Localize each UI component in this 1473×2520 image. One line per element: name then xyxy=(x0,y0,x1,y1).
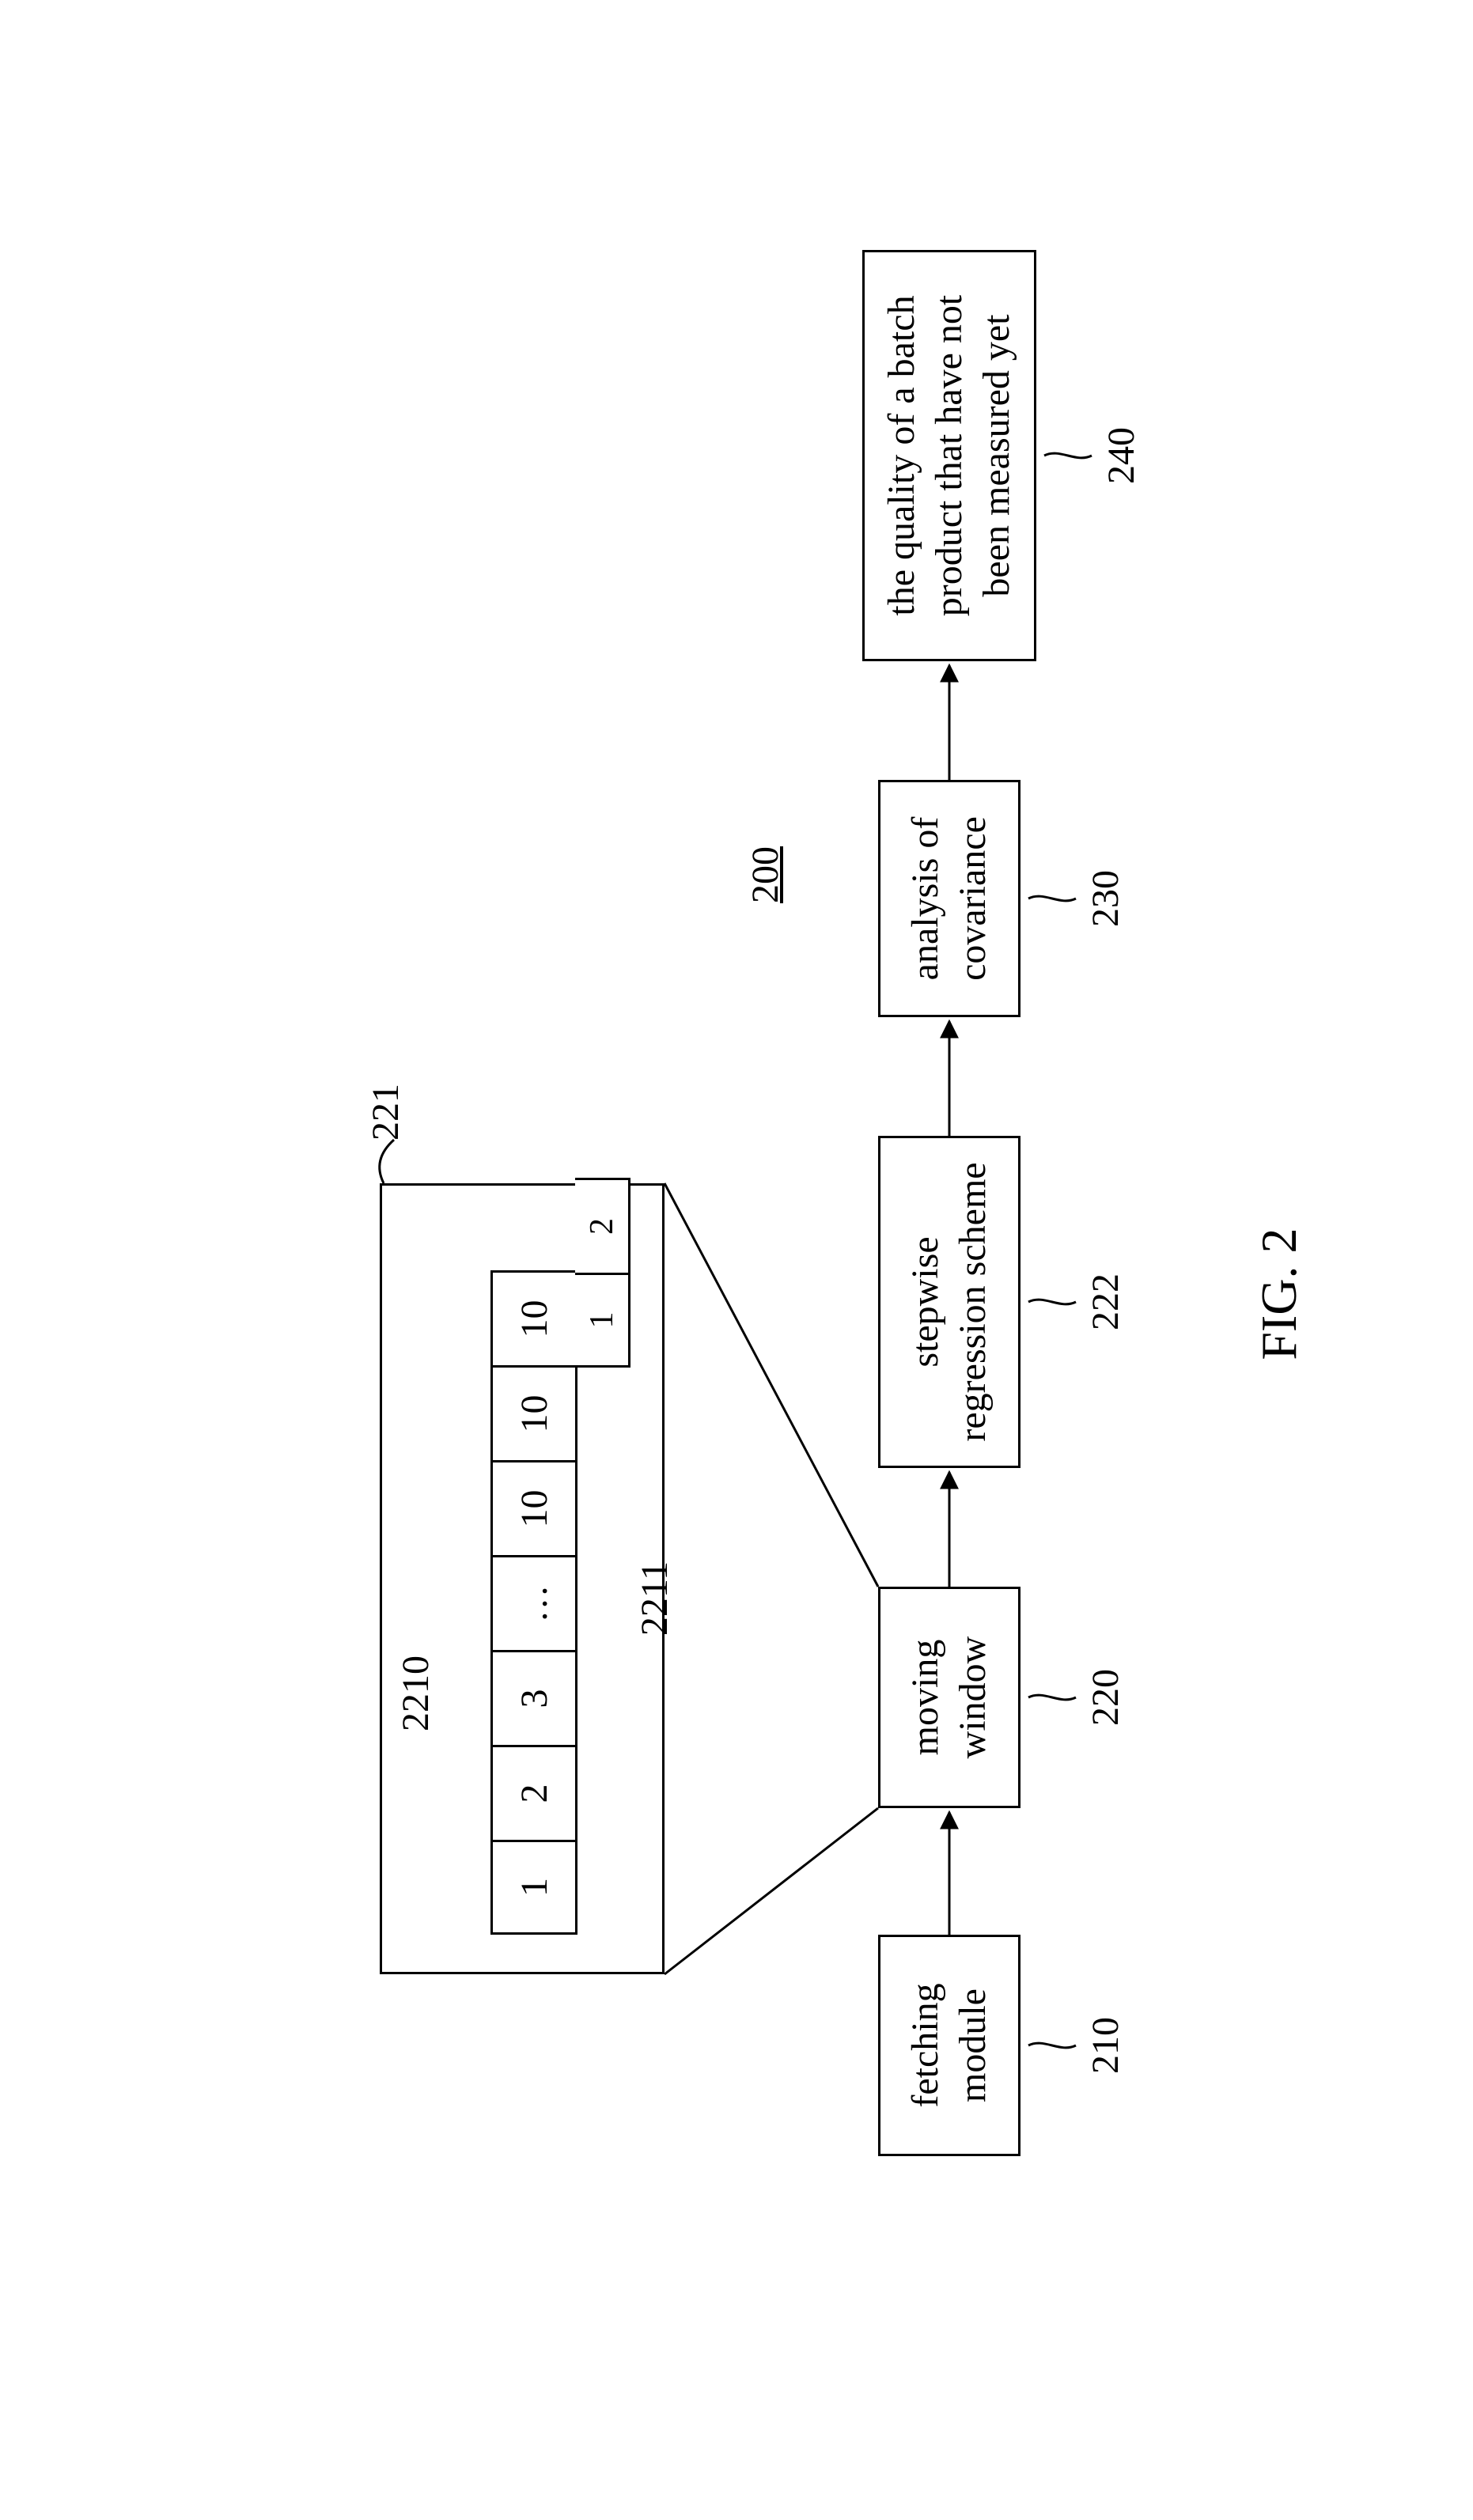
detail-extra-cell: 2 xyxy=(575,1178,630,1273)
ref-200-system: 200 xyxy=(744,835,787,914)
leadline-222 xyxy=(1028,1300,1076,1304)
ref-221: 221 xyxy=(364,1073,407,1152)
ref-2211: 2211 xyxy=(633,1551,676,1646)
detail-cell: 10 xyxy=(490,1365,577,1460)
figure-label: FIG. 2 xyxy=(1250,1175,1308,1413)
ref-210: 210 xyxy=(1084,2010,1127,2081)
detail-extra-cell: 1 xyxy=(575,1273,630,1368)
callout-line-right xyxy=(665,1183,878,1587)
detail-extra-cells-row: 1 2 xyxy=(575,1178,630,1368)
callout-line-left xyxy=(665,1808,878,1974)
block-analysis-of-covariance: analysis of covariance xyxy=(878,780,1020,1017)
leadline-240 xyxy=(1044,453,1092,458)
ref-222: 222 xyxy=(1084,1266,1127,1338)
detail-cell: 2 xyxy=(490,1745,577,1840)
detail-cell: 1 xyxy=(490,1840,577,1935)
ref-230: 230 xyxy=(1084,863,1127,934)
page: fetching module moving window stepwise r… xyxy=(0,0,1473,2520)
block-stepwise-regression: stepwise regression scheme xyxy=(878,1136,1020,1468)
detail-cell: 3 xyxy=(490,1650,577,1745)
leadline-230 xyxy=(1028,896,1076,901)
leadline-210 xyxy=(1028,2043,1076,2048)
leadline-220 xyxy=(1028,1695,1076,1700)
block-fetching-module: fetching module xyxy=(878,1935,1020,2156)
ref-220: 220 xyxy=(1084,1662,1127,1733)
block-output-quality: the quality of a batch product that have… xyxy=(862,250,1036,661)
detail-cells-row: 1 2 3 … 10 10 10 xyxy=(490,1270,577,1935)
diagram-stage: fetching module moving window stepwise r… xyxy=(0,0,1473,2520)
landscape-rotation-wrapper: fetching module moving window stepwise r… xyxy=(0,0,1473,2520)
ref-2210: 2210 xyxy=(394,1646,437,1741)
block-moving-window: moving window xyxy=(878,1587,1020,1808)
detail-cell: 10 xyxy=(490,1270,577,1365)
detail-cell: 10 xyxy=(490,1460,577,1555)
ref-240: 240 xyxy=(1100,420,1143,491)
detail-cell: … xyxy=(490,1555,577,1650)
